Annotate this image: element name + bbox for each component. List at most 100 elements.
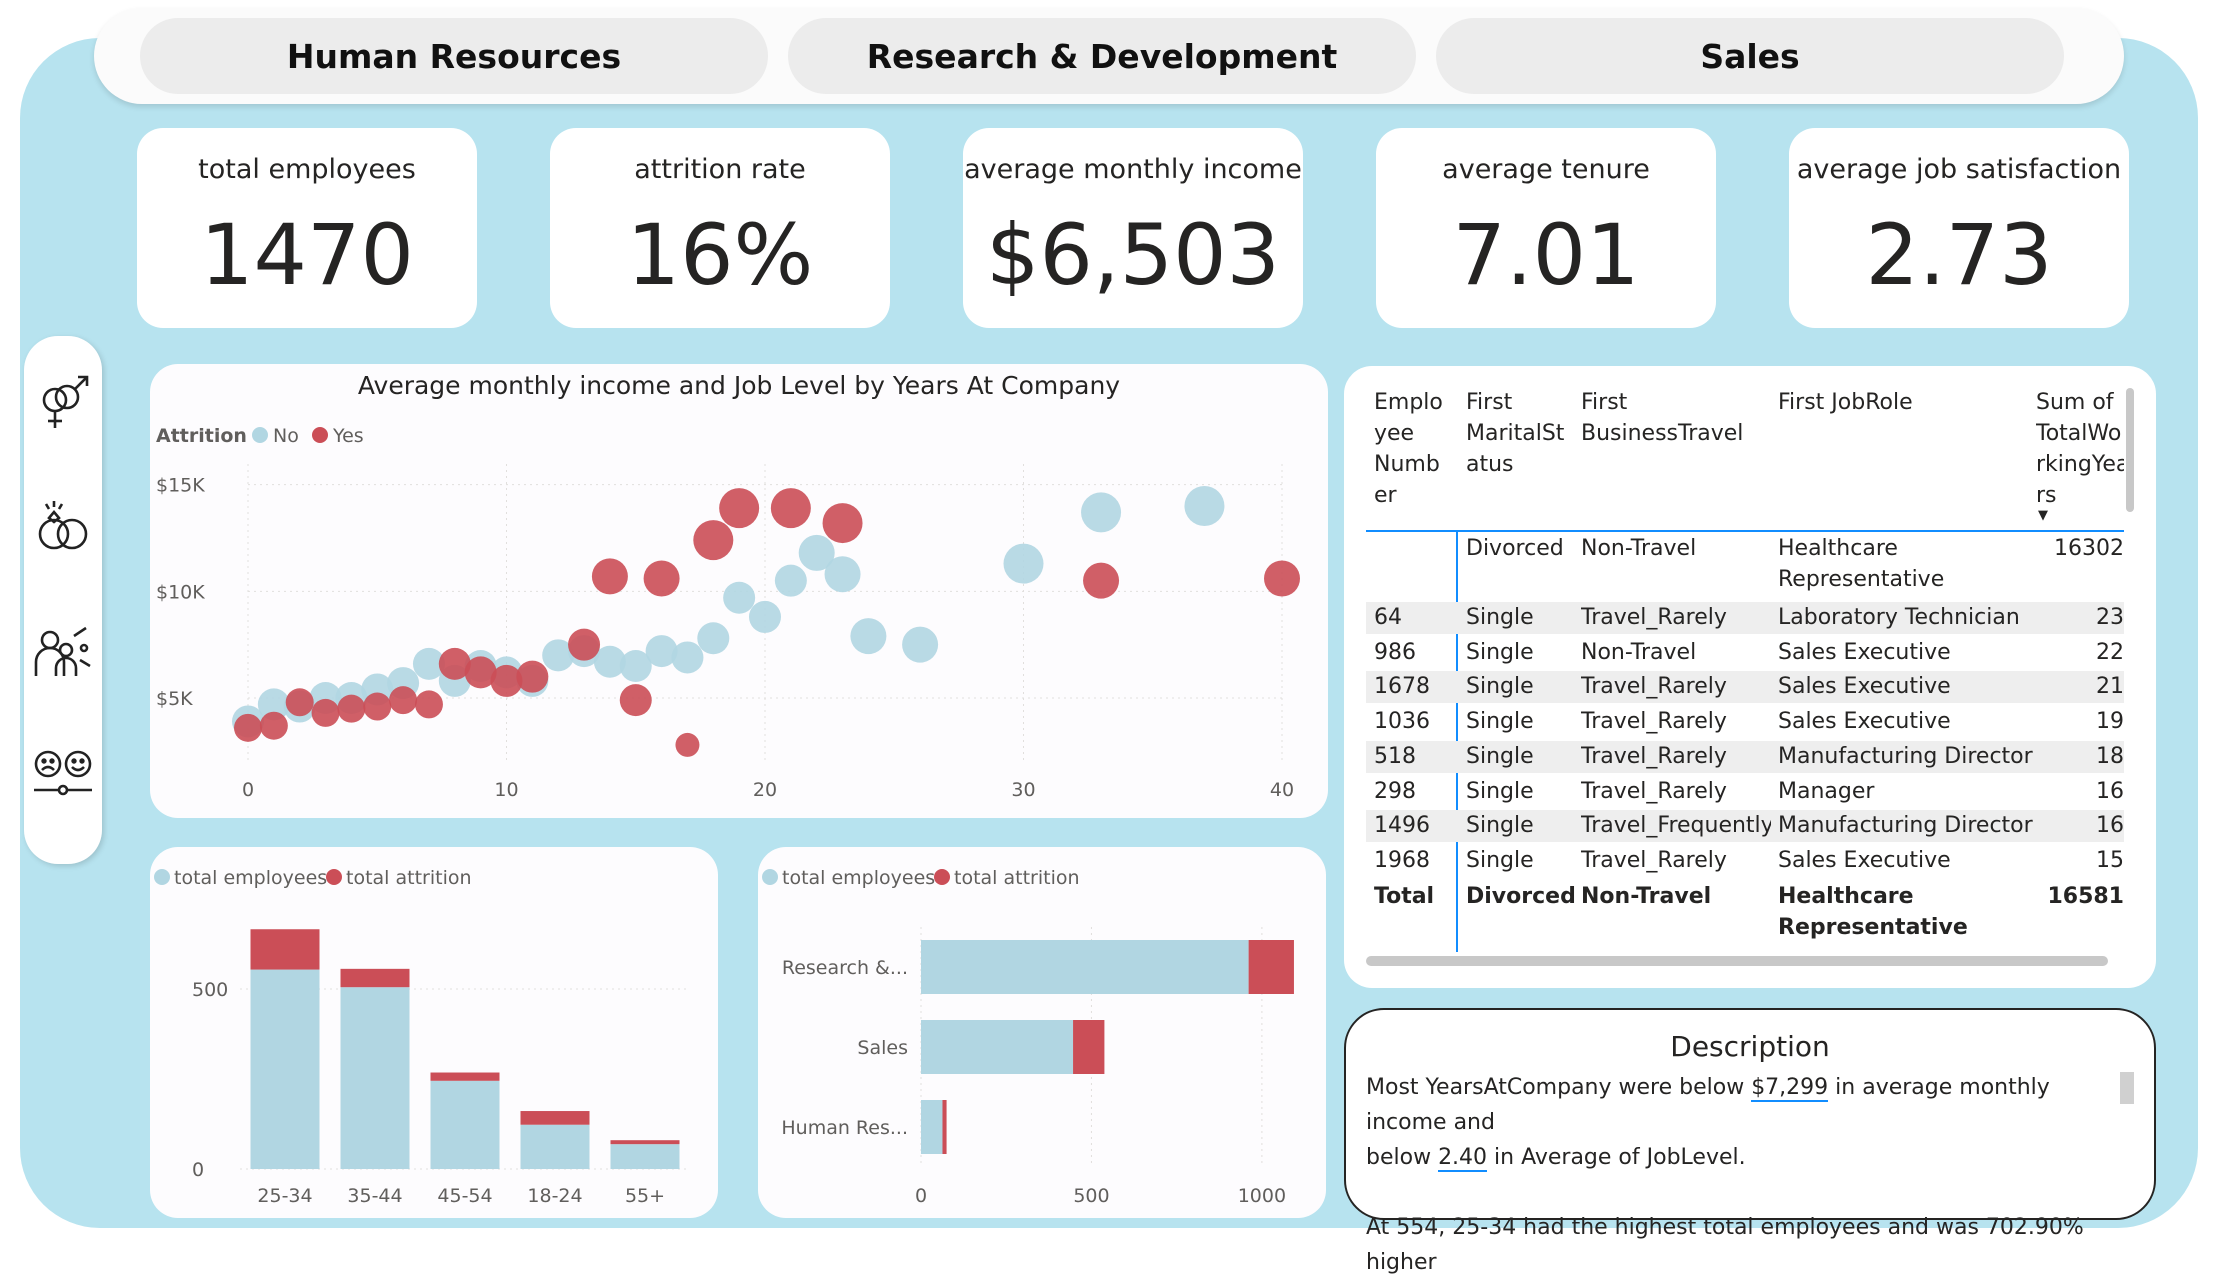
legend-marker bbox=[934, 869, 950, 885]
x-tick-label: 500 bbox=[1073, 1185, 1109, 1207]
scatter-point-no bbox=[902, 626, 939, 663]
bar-attrition bbox=[610, 1140, 680, 1145]
table-header-cell: atus bbox=[1466, 452, 1514, 477]
description-scrollbar[interactable] bbox=[2120, 1072, 2134, 1104]
bar-attrition bbox=[1248, 940, 1294, 994]
table-cell: Travel_Rarely bbox=[1581, 778, 1727, 804]
x-category-label: 35-44 bbox=[347, 1185, 402, 1207]
table-cell: Non-Travel bbox=[1581, 536, 1697, 561]
table-cell: 16302 bbox=[2054, 536, 2124, 561]
scatter-point-no bbox=[671, 641, 704, 674]
table-cell: Single bbox=[1466, 847, 1534, 873]
table-cell: Travel_Rarely bbox=[1581, 605, 1727, 630]
table-cell: 518 bbox=[1374, 743, 1416, 769]
bar-employees bbox=[430, 1080, 500, 1169]
description-title: Description bbox=[1670, 1030, 1830, 1063]
table-cell: Single bbox=[1466, 813, 1534, 839]
kpi-value: 7.01 bbox=[1452, 206, 1640, 304]
kpi-average-tenure: average tenure 7.01 bbox=[1376, 128, 1716, 328]
y-category-label: Human Res... bbox=[781, 1117, 908, 1139]
table-cell: Single bbox=[1466, 778, 1534, 804]
table-total-cell: Healthcare bbox=[1778, 884, 1914, 909]
table-cell: 16 bbox=[2096, 813, 2124, 839]
scatter-point-yes bbox=[675, 732, 700, 757]
table-cell: Divorced bbox=[1466, 536, 1564, 561]
age-bar-chart: total employees total attrition 0 500 25-34 3… bbox=[154, 867, 690, 1207]
table-cell: 986 bbox=[1374, 639, 1416, 665]
description-value-joblevel[interactable]: 2.40 bbox=[1438, 1145, 1488, 1172]
legend-label: total employees bbox=[782, 867, 935, 889]
people-network-icon[interactable] bbox=[30, 618, 96, 684]
tab-human-resources[interactable]: Human Resources bbox=[140, 18, 768, 94]
description-text: Most YearsAtCompany were below $7,299 in… bbox=[1366, 1070, 2126, 1280]
legend-marker-no bbox=[252, 427, 268, 443]
sort-descending-icon[interactable]: ▼ bbox=[2038, 508, 2048, 523]
table-header-cell: First bbox=[1466, 390, 1513, 415]
scatter-point-no bbox=[412, 647, 445, 680]
table-row-stripe bbox=[1366, 810, 2124, 843]
department-tab-bar: Human Resources Research & Development S… bbox=[94, 8, 2124, 104]
x-tick-label: 20 bbox=[753, 779, 777, 801]
bar-employees bbox=[921, 1020, 1074, 1074]
table-cell: 1496 bbox=[1374, 813, 1430, 839]
scatter-point-no bbox=[697, 622, 730, 655]
bar-attrition bbox=[250, 929, 320, 970]
table-header-cell: Numb bbox=[1374, 452, 1440, 477]
table-header-cell: yee bbox=[1374, 421, 1415, 446]
scatter-point-yes bbox=[719, 488, 760, 529]
kpi-average-job-satisfaction: average job satisfaction 2.73 bbox=[1789, 128, 2129, 328]
y-category-label: Research &... bbox=[782, 957, 908, 979]
table-cell: Single bbox=[1466, 743, 1534, 769]
kpi-value: 16% bbox=[626, 206, 814, 304]
table-cell: Travel_Rarely bbox=[1581, 674, 1727, 700]
table-cell: 64 bbox=[1374, 605, 1402, 630]
table-vertical-scrollbar[interactable] bbox=[2126, 388, 2134, 512]
y-tick-label: 500 bbox=[192, 979, 228, 1001]
x-category-label: 25-34 bbox=[257, 1185, 312, 1207]
scatter-point-yes bbox=[591, 558, 628, 595]
bar-employees bbox=[921, 940, 1249, 994]
scatter-point-no bbox=[542, 639, 575, 672]
department-bar-chart-card: total employees total attrition 0 500 1000 Re… bbox=[758, 847, 1326, 1218]
legend-label: total employees bbox=[174, 867, 327, 889]
scatter-point-yes bbox=[389, 686, 418, 715]
scatter-point-yes bbox=[490, 664, 523, 697]
kpi-label: total employees bbox=[198, 154, 416, 185]
description-value-income[interactable]: $7,299 bbox=[1751, 1075, 1829, 1102]
table-cell: 1036 bbox=[1374, 709, 1430, 735]
satisfaction-faces-icon[interactable] bbox=[30, 738, 96, 804]
gender-icon[interactable] bbox=[30, 370, 96, 436]
scatter-point-yes bbox=[414, 690, 443, 719]
tab-sales[interactable]: Sales bbox=[1436, 18, 2064, 94]
legend-label-no: No bbox=[273, 425, 299, 447]
x-tick-label: 1000 bbox=[1238, 1185, 1286, 1207]
tab-research-development[interactable]: Research & Development bbox=[788, 18, 1416, 94]
chart-title: Average monthly income and Job Level by … bbox=[358, 371, 1120, 400]
table-cell: 1678 bbox=[1374, 674, 1430, 700]
bar-employees bbox=[520, 1124, 590, 1169]
description-text-part: in average monthly income and bbox=[1366, 1075, 2050, 1135]
x-tick-label: 40 bbox=[1270, 779, 1294, 801]
scatter-point-yes bbox=[568, 628, 601, 661]
table-horizontal-scrollbar[interactable] bbox=[1366, 956, 2108, 966]
scatter-point-yes bbox=[1083, 562, 1120, 599]
table-cell: 16 bbox=[2096, 778, 2124, 804]
legend-marker bbox=[326, 869, 342, 885]
table-cell: 22 bbox=[2096, 639, 2124, 665]
table-cell: Manufacturing Director bbox=[1778, 743, 2033, 769]
table-total-cell: Divorced bbox=[1466, 884, 1576, 909]
bar-attrition bbox=[1073, 1020, 1105, 1074]
table-header-divider bbox=[1366, 530, 2124, 532]
scatter-point-yes bbox=[464, 656, 497, 689]
marital-rings-icon[interactable] bbox=[30, 492, 96, 558]
table-cell: Single bbox=[1466, 605, 1534, 630]
table-row-stripe bbox=[1366, 602, 2124, 634]
table-cell: 15 bbox=[2096, 847, 2124, 873]
scatter-point-no bbox=[824, 556, 861, 593]
table-cell: Travel_Frequently bbox=[1581, 813, 1771, 839]
scatter-point-no bbox=[1003, 543, 1044, 584]
table-header-cell: Sum of bbox=[2036, 390, 2114, 415]
table-cell: Travel_Rarely bbox=[1581, 743, 1727, 769]
employee-table[interactable]: Emplo yee Numb er First MaritalSt atus First Bus… bbox=[1344, 366, 2156, 988]
kpi-label: average tenure bbox=[1442, 154, 1650, 185]
